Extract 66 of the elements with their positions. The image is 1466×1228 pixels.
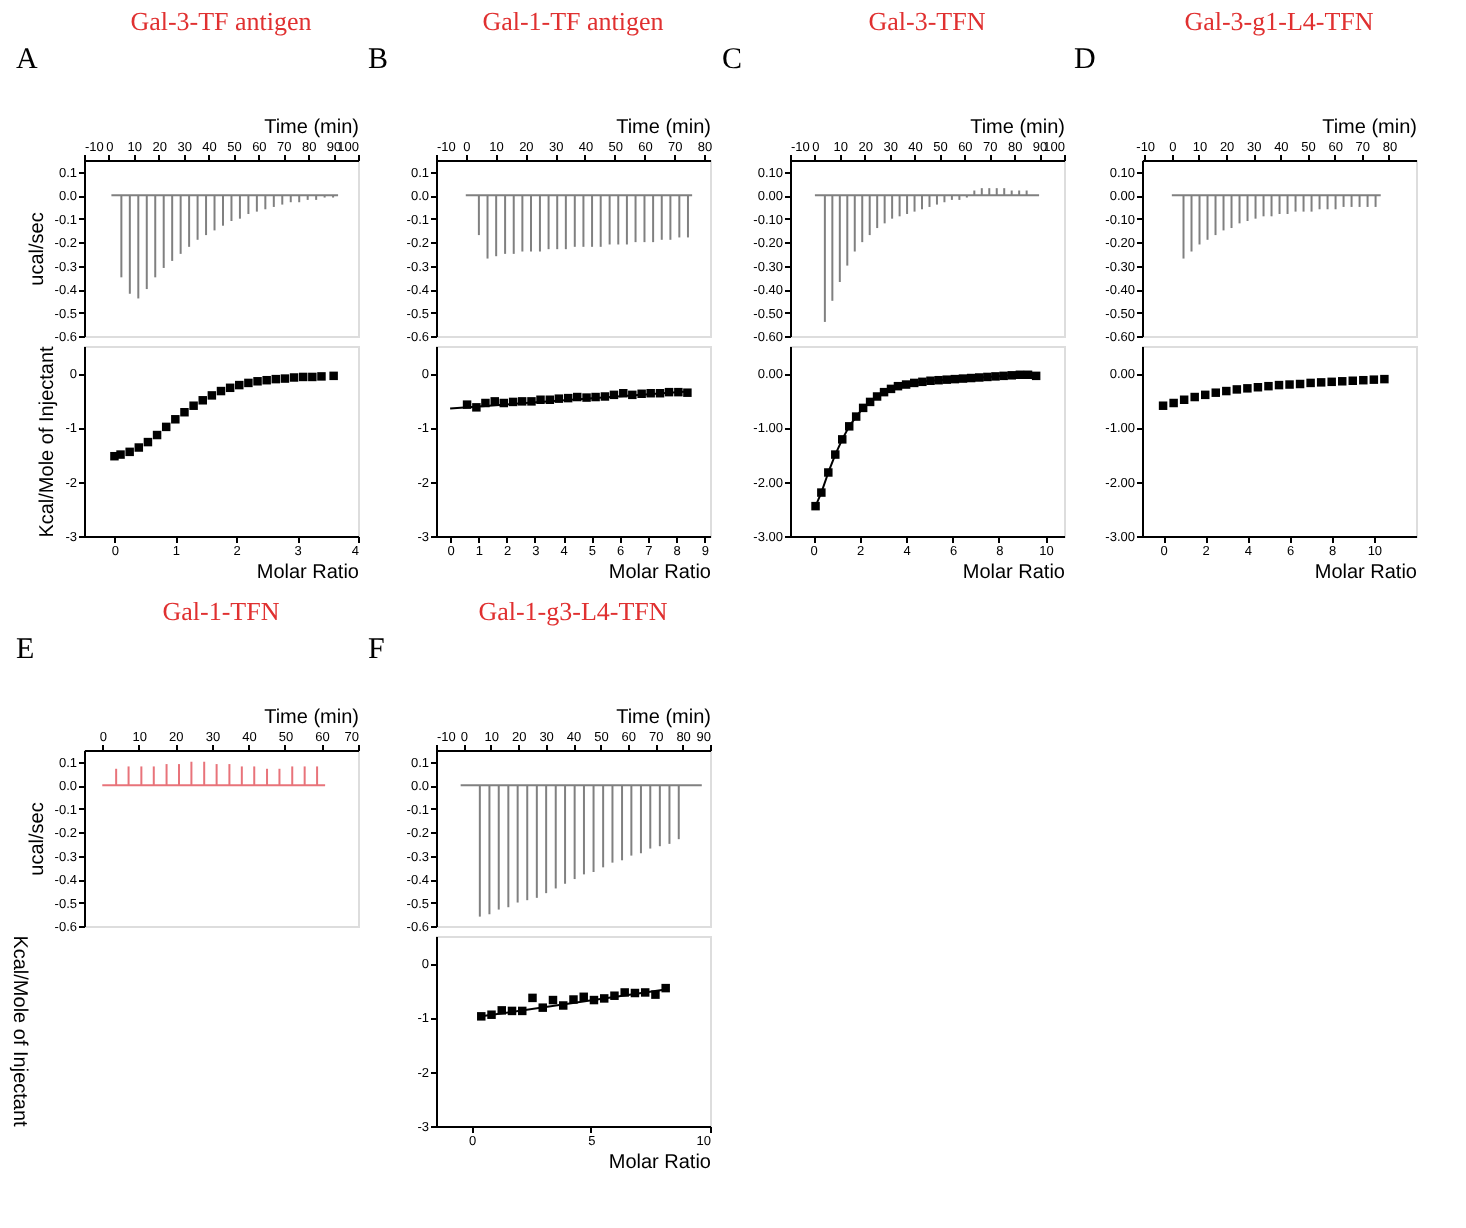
point <box>180 407 189 417</box>
point <box>1337 377 1347 386</box>
text: E <box>16 634 35 666</box>
point <box>134 443 144 452</box>
point <box>1369 375 1379 384</box>
point <box>477 1012 486 1021</box>
chart-title: Gal-3-g1-L4-TFN <box>1184 6 1375 36</box>
point <box>253 377 262 386</box>
point <box>528 993 537 1003</box>
chart-title: Gal-1-TF antigen <box>482 6 665 36</box>
point <box>1264 381 1273 391</box>
x-axis-title: Time (min) <box>264 707 359 729</box>
point <box>1190 392 1199 402</box>
y-axis-title: ucal/sec <box>26 802 49 876</box>
point <box>198 396 207 405</box>
x-axis-title: Time (min) <box>970 117 1065 139</box>
text: F <box>368 634 385 666</box>
point <box>1306 378 1315 388</box>
point <box>244 378 253 388</box>
y-axis-title: ucal/sec <box>26 212 49 286</box>
text: Kcal/Mole of Injectant <box>8 935 30 1128</box>
point <box>651 990 660 999</box>
point <box>308 372 317 382</box>
point <box>1158 401 1168 410</box>
point <box>125 447 134 457</box>
x-axis-title: Molar Ratio <box>1314 562 1418 584</box>
point <box>189 401 198 410</box>
point <box>1380 374 1389 384</box>
point <box>329 371 338 381</box>
chart-title: Gal-3-TFN <box>868 6 987 36</box>
point <box>1253 383 1263 392</box>
text: C <box>722 44 743 76</box>
x-axis-title: Molar Ratio <box>608 1152 712 1174</box>
point <box>207 391 217 400</box>
point <box>1222 386 1231 396</box>
text: B <box>368 44 389 76</box>
point <box>116 450 125 459</box>
point <box>1243 384 1252 393</box>
point <box>683 388 692 397</box>
point <box>235 380 244 390</box>
x-axis-title: Time (min) <box>616 117 711 139</box>
x-axis-title: Time (min) <box>1322 117 1417 139</box>
chart-title: Gal-1-TFN <box>162 596 281 626</box>
chart-title: Gal-3-TF antigen <box>130 6 313 36</box>
point <box>1359 375 1368 385</box>
x-axis-title: Time (min) <box>616 707 711 729</box>
point <box>317 372 326 381</box>
point <box>171 415 180 424</box>
point <box>579 992 588 1002</box>
point <box>280 374 290 383</box>
point <box>289 373 299 382</box>
y-axis-title: Kcal/Mole of Injectant <box>37 345 60 538</box>
point <box>262 375 271 385</box>
chart-title: Gal-1-g3-L4-TFN <box>478 596 669 626</box>
point <box>1316 378 1326 387</box>
point <box>1327 377 1336 387</box>
point <box>1169 398 1178 408</box>
point <box>1232 385 1242 394</box>
x-axis-title: Time (min) <box>264 117 359 139</box>
x-axis-title: Molar Ratio <box>962 562 1066 584</box>
x-axis-title: Molar Ratio <box>608 562 712 584</box>
text: D <box>1074 44 1096 76</box>
x-axis-title: Molar Ratio <box>256 562 360 584</box>
point <box>1211 388 1221 397</box>
text: A <box>16 44 38 76</box>
point <box>1285 380 1294 389</box>
